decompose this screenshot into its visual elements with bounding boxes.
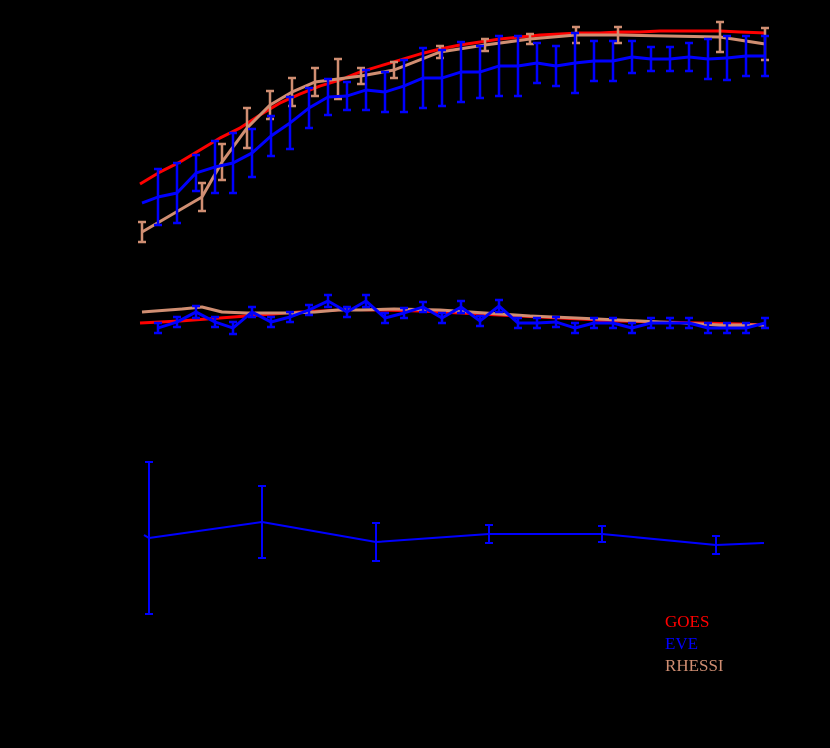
legend-item-goes: GOES [665,612,710,631]
series-goes [139,29,766,186]
chart-panel-middle [139,293,769,336]
chart-panel-top [138,20,769,244]
series-eve [154,293,769,336]
legend-item-eve: EVE [665,634,699,653]
chart-panel-bottom [143,461,765,615]
chart-legend: GOES EVE RHESSI [665,611,724,677]
series-eve [143,461,765,615]
legend-item-rhessi: RHESSI [665,656,724,675]
series-rhessi [141,305,765,327]
series-eve [141,31,769,227]
